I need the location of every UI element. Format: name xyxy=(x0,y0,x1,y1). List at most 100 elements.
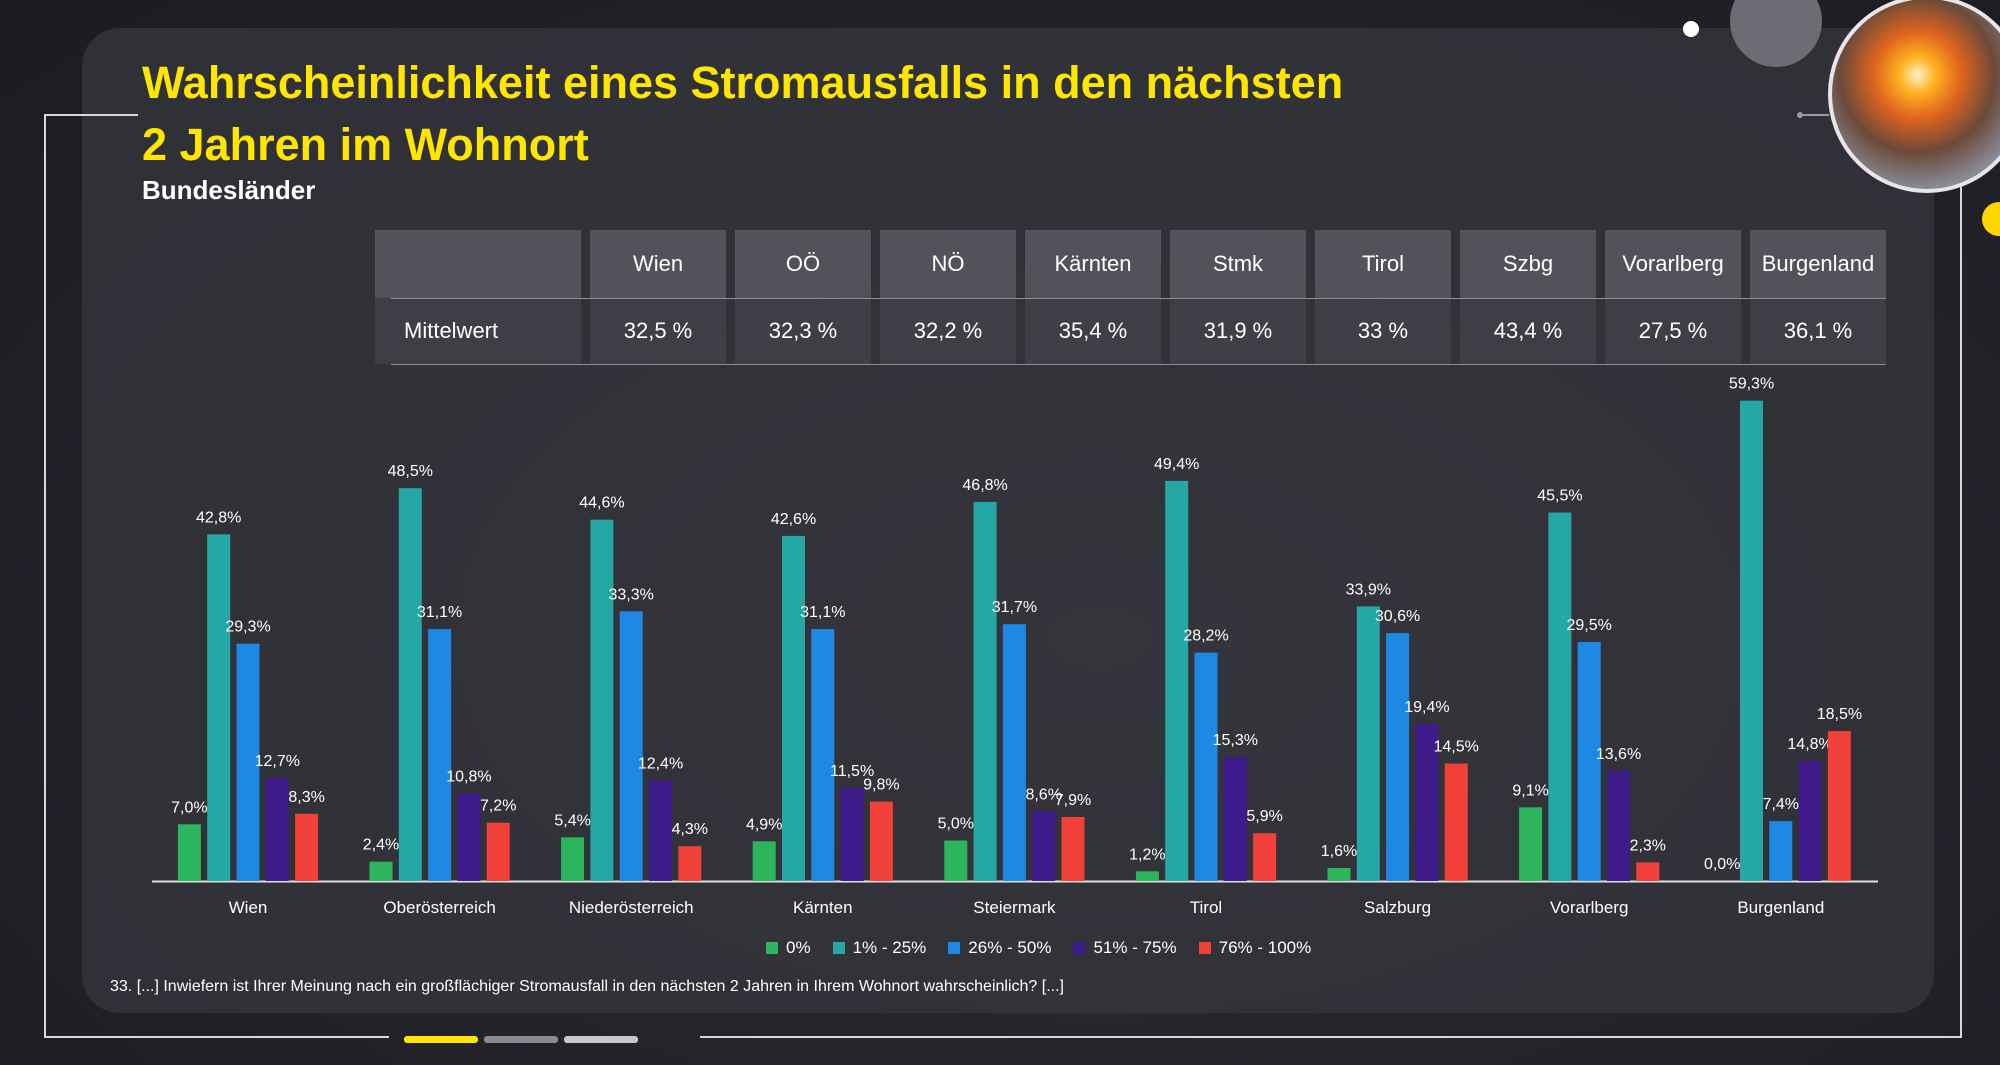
bar xyxy=(207,534,231,881)
bar xyxy=(1356,606,1380,881)
data-label: 29,5% xyxy=(1567,617,1612,634)
footnote: 33. [...] Inwiefern ist Ihrer Meinung na… xyxy=(110,978,1064,995)
bar xyxy=(1740,400,1763,881)
legend-swatch xyxy=(948,942,961,954)
bar xyxy=(1194,652,1218,881)
data-label: 9,8% xyxy=(863,777,899,794)
bar xyxy=(1135,871,1159,881)
data-label: 9,1% xyxy=(1512,782,1548,799)
legend-label: 76% - 100% xyxy=(1218,938,1312,957)
data-label: 31,1% xyxy=(417,604,462,621)
data-label: 33,3% xyxy=(609,586,654,603)
data-label: 5,0% xyxy=(938,816,974,833)
frame-line-right xyxy=(1960,170,1962,1038)
bar xyxy=(1548,512,1572,882)
legend-label: 0% xyxy=(786,938,811,957)
bar xyxy=(1032,811,1056,881)
bar xyxy=(295,813,319,881)
data-label: 12,7% xyxy=(255,753,300,770)
bar xyxy=(177,824,201,881)
table-header: Szbg xyxy=(1460,230,1596,298)
pager-indicator[interactable] xyxy=(564,1036,638,1043)
data-label: 44,6% xyxy=(579,495,624,512)
bar xyxy=(398,488,422,881)
decorative-dot xyxy=(1683,21,1699,37)
category-label: Vorarlberg xyxy=(1550,898,1628,917)
data-label: 4,3% xyxy=(672,821,708,838)
table-cell: 31,9 % xyxy=(1170,298,1306,364)
table-cell: 32,2 % xyxy=(880,298,1016,364)
bar xyxy=(944,840,968,881)
bar xyxy=(1165,480,1189,881)
lightbulb-image xyxy=(1828,0,2000,193)
title-line-2: 2 Jahren im Wohnort xyxy=(142,119,589,170)
legend-item: 51% - 75% xyxy=(1073,938,1177,958)
table-cell: 36,1 % xyxy=(1750,298,1886,364)
data-label: 42,6% xyxy=(771,511,816,528)
bar xyxy=(265,778,289,881)
data-label: 1,2% xyxy=(1129,846,1165,863)
legend-swatch xyxy=(832,942,845,954)
data-label: 31,1% xyxy=(800,604,845,621)
bar xyxy=(486,822,510,881)
data-label: 8,3% xyxy=(288,789,324,806)
bar xyxy=(1827,731,1851,881)
bar xyxy=(561,837,585,881)
data-label: 12,4% xyxy=(638,756,683,773)
data-label: 13,6% xyxy=(1596,746,1641,763)
data-label: 45,5% xyxy=(1537,488,1582,505)
bar xyxy=(1386,633,1410,881)
bar xyxy=(1444,763,1468,881)
legend-label: 51% - 75% xyxy=(1093,938,1177,957)
data-label: 14,5% xyxy=(1434,739,1479,756)
data-label: 2,3% xyxy=(1630,837,1666,854)
table-header: Burgenland xyxy=(1750,230,1886,298)
data-label: 15,3% xyxy=(1213,732,1258,749)
table-divider xyxy=(391,364,1886,365)
data-label: 11,5% xyxy=(830,763,874,780)
bar xyxy=(1577,642,1601,881)
legend-item: 26% - 50% xyxy=(948,938,1051,958)
decorative-yellow-dot xyxy=(1982,202,2000,236)
data-label: 7,9% xyxy=(1055,792,1091,809)
page-title: Wahrscheinlichkeit eines Stromausfalls i… xyxy=(142,52,1392,176)
data-label: 0,0% xyxy=(1704,856,1740,873)
pager-indicator[interactable] xyxy=(484,1036,558,1043)
data-label: 18,5% xyxy=(1817,706,1862,723)
bar xyxy=(649,780,672,881)
data-label: 33,9% xyxy=(1346,581,1391,598)
pager-indicator-active[interactable] xyxy=(404,1036,478,1043)
table-header: OÖ xyxy=(735,230,871,298)
table-header: Vorarlberg xyxy=(1605,230,1741,298)
data-label: 5,4% xyxy=(554,812,590,829)
legend-item: 1% - 25% xyxy=(832,938,926,958)
table-cell: 32,5 % xyxy=(590,298,726,364)
table-corner xyxy=(375,230,581,298)
frame-line-bottom-right xyxy=(700,1036,1962,1038)
bar xyxy=(1607,770,1630,881)
bar xyxy=(782,535,805,881)
data-label: 59,3% xyxy=(1729,376,1774,393)
data-label: 10,8% xyxy=(446,769,491,786)
data-label: 7,0% xyxy=(171,799,207,816)
data-label: 29,3% xyxy=(225,619,270,636)
bar xyxy=(590,519,614,881)
table-header: Kärnten xyxy=(1025,230,1161,298)
data-label: 46,8% xyxy=(962,477,1007,494)
category-label: Wien xyxy=(229,898,268,917)
data-label: 5,9% xyxy=(1246,808,1282,825)
data-label: 14,8% xyxy=(1787,736,1832,753)
bar xyxy=(973,501,997,881)
chart-legend: 0% 1% - 25% 26% - 50% 51% - 75% 76% - 100% xyxy=(766,938,1311,958)
category-label: Steiermark xyxy=(973,898,1056,917)
bar xyxy=(1769,821,1793,881)
decorative-small-dot xyxy=(1797,112,1803,118)
bar xyxy=(428,629,452,881)
category-label: Salzburg xyxy=(1364,898,1431,917)
data-label: 7,4% xyxy=(1763,796,1799,813)
table-cell: 33 % xyxy=(1315,298,1451,364)
data-label: 28,2% xyxy=(1183,628,1228,645)
legend-item: 76% - 100% xyxy=(1198,938,1312,958)
table-divider xyxy=(391,298,1886,299)
